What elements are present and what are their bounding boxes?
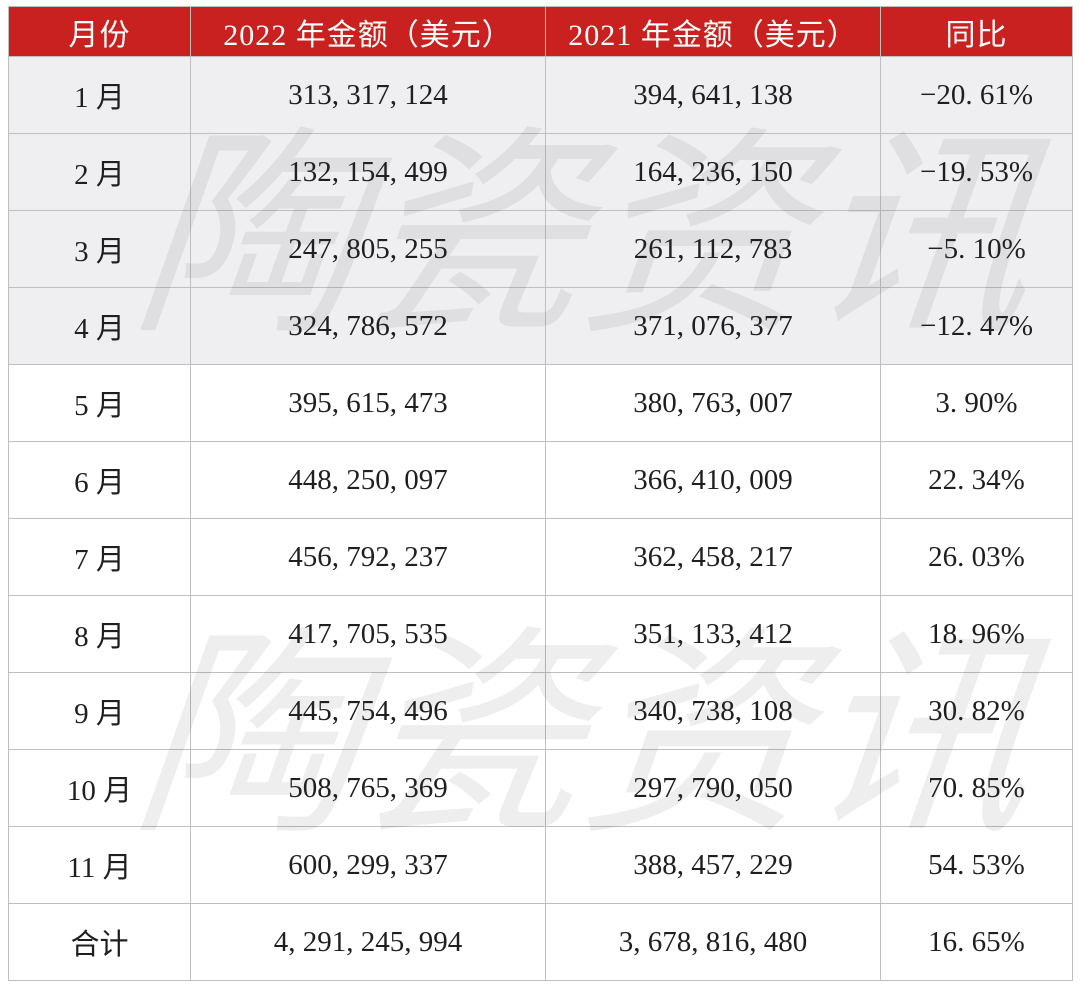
yoy-cell: 26. 03% <box>880 518 1073 596</box>
amount-2021-cell: 366, 410, 009 <box>545 441 881 519</box>
yoy-cell: −19. 53% <box>880 133 1073 211</box>
month-cell: 6 月 <box>8 441 191 519</box>
amount-2022-cell: 445, 754, 496 <box>190 672 546 750</box>
month-cell: 合计 <box>8 903 191 981</box>
table-row: 合计 4, 291, 245, 994 3, 678, 816, 480 16. 65… <box>8 903 1073 981</box>
yoy-cell: 54. 53% <box>880 826 1073 904</box>
month-cell: 9 月 <box>8 672 191 750</box>
yoy-cell: 22. 34% <box>880 441 1073 519</box>
month-cell: 11 月 <box>8 826 191 904</box>
table-row: 7 月 456, 792, 237 362, 458, 217 26. 03% <box>8 518 1073 596</box>
header-2021-amount: 2021 年金额（美元） <box>545 6 881 57</box>
month-cell: 7 月 <box>8 518 191 596</box>
table-body: 1 月 313, 317, 124 394, 641, 138 −20. 61% 2 月… <box>8 56 1073 981</box>
table-row: 9 月 445, 754, 496 340, 738, 108 30. 82% <box>8 672 1073 750</box>
amount-2021-cell: 297, 790, 050 <box>545 749 881 827</box>
header-month: 月份 <box>8 6 191 57</box>
yoy-cell: −5. 10% <box>880 210 1073 288</box>
month-cell: 5 月 <box>8 364 191 442</box>
month-cell: 10 月 <box>8 749 191 827</box>
header-row: 月份 2022 年金额（美元） 2021 年金额（美元） 同比 <box>8 6 1073 57</box>
month-cell: 8 月 <box>8 595 191 673</box>
amount-2022-cell: 448, 250, 097 <box>190 441 546 519</box>
amount-2021-cell: 261, 112, 783 <box>545 210 881 288</box>
table-row: 6 月 448, 250, 097 366, 410, 009 22. 34% <box>8 441 1073 519</box>
table-row: 10 月 508, 765, 369 297, 790, 050 70. 85% <box>8 749 1073 827</box>
amount-2021-cell: 371, 076, 377 <box>545 287 881 365</box>
header-yoy: 同比 <box>880 6 1073 57</box>
amount-2021-cell: 380, 763, 007 <box>545 364 881 442</box>
yoy-cell: 16. 65% <box>880 903 1073 981</box>
amount-2022-cell: 395, 615, 473 <box>190 364 546 442</box>
yoy-cell: −12. 47% <box>880 287 1073 365</box>
table-row: 3 月 247, 805, 255 261, 112, 783 −5. 10% <box>8 210 1073 288</box>
header-2022-amount: 2022 年金额（美元） <box>190 6 546 57</box>
table-row: 1 月 313, 317, 124 394, 641, 138 −20. 61% <box>8 56 1073 134</box>
yoy-cell: 70. 85% <box>880 749 1073 827</box>
month-cell: 1 月 <box>8 56 191 134</box>
amount-2021-cell: 3, 678, 816, 480 <box>545 903 881 981</box>
amount-2022-cell: 313, 317, 124 <box>190 56 546 134</box>
table-row: 5 月 395, 615, 473 380, 763, 007 3. 90% <box>8 364 1073 442</box>
table-header: 月份 2022 年金额（美元） 2021 年金额（美元） 同比 <box>8 6 1073 57</box>
amount-2022-cell: 4, 291, 245, 994 <box>190 903 546 981</box>
amount-2021-cell: 340, 738, 108 <box>545 672 881 750</box>
month-cell: 2 月 <box>8 133 191 211</box>
amount-2022-cell: 324, 786, 572 <box>190 287 546 365</box>
yoy-cell: 30. 82% <box>880 672 1073 750</box>
monthly-export-table: 月份 2022 年金额（美元） 2021 年金额（美元） 同比 1 月 313, … <box>8 6 1073 981</box>
amount-2022-cell: 600, 299, 337 <box>190 826 546 904</box>
amount-2021-cell: 164, 236, 150 <box>545 133 881 211</box>
table-row: 8 月 417, 705, 535 351, 133, 412 18. 96% <box>8 595 1073 673</box>
amount-2022-cell: 132, 154, 499 <box>190 133 546 211</box>
table-row: 4 月 324, 786, 572 371, 076, 377 −12. 47% <box>8 287 1073 365</box>
yoy-cell: 18. 96% <box>880 595 1073 673</box>
month-cell: 4 月 <box>8 287 191 365</box>
amount-2022-cell: 456, 792, 237 <box>190 518 546 596</box>
amount-2022-cell: 417, 705, 535 <box>190 595 546 673</box>
amount-2021-cell: 388, 457, 229 <box>545 826 881 904</box>
amount-2021-cell: 351, 133, 412 <box>545 595 881 673</box>
yoy-cell: 3. 90% <box>880 364 1073 442</box>
month-cell: 3 月 <box>8 210 191 288</box>
amount-2021-cell: 362, 458, 217 <box>545 518 881 596</box>
amount-2021-cell: 394, 641, 138 <box>545 56 881 134</box>
amount-2022-cell: 508, 765, 369 <box>190 749 546 827</box>
amount-2022-cell: 247, 805, 255 <box>190 210 546 288</box>
yoy-cell: −20. 61% <box>880 56 1073 134</box>
table-row: 11 月 600, 299, 337 388, 457, 229 54. 53% <box>8 826 1073 904</box>
table-row: 2 月 132, 154, 499 164, 236, 150 −19. 53% <box>8 133 1073 211</box>
